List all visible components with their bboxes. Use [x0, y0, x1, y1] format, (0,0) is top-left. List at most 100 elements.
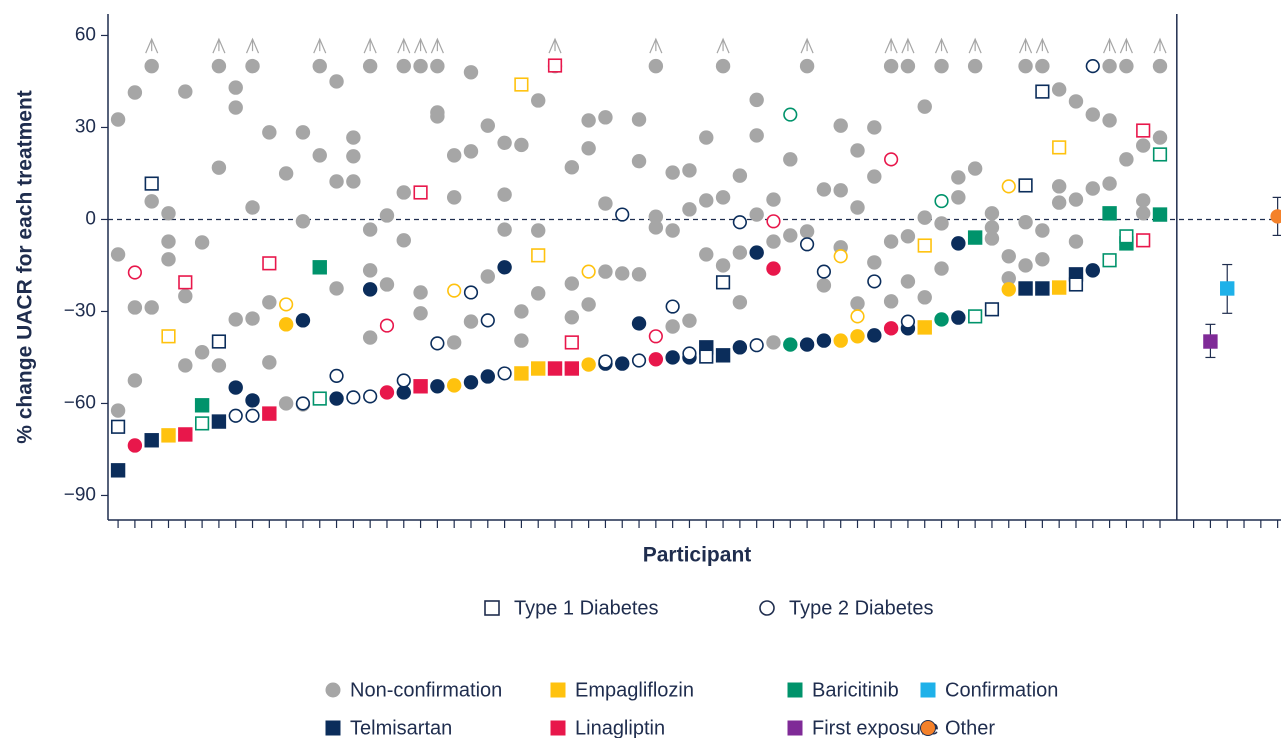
y-axis-label: % change UACR for each treatment [14, 90, 37, 444]
data-point [715, 348, 731, 363]
data-point [665, 319, 680, 334]
data-point [312, 58, 327, 74]
data-point [211, 58, 227, 74]
data-point [732, 340, 748, 355]
data-point [1051, 82, 1067, 97]
data-point [379, 318, 395, 333]
data-point [648, 58, 664, 74]
data-point [581, 113, 596, 128]
data-point [228, 312, 243, 327]
data-point [211, 334, 227, 349]
data-point [211, 160, 227, 175]
legend-label: Other [945, 717, 995, 738]
data-point [531, 286, 546, 301]
data-point [850, 309, 865, 324]
data-point [228, 380, 243, 395]
data-point [514, 77, 529, 92]
data-point [1051, 280, 1067, 295]
legend-marker [325, 720, 341, 736]
data-point [480, 118, 495, 133]
data-point [799, 337, 815, 352]
data-point [110, 403, 126, 418]
data-point [127, 373, 143, 388]
data-point [917, 290, 932, 305]
data-point [346, 130, 361, 145]
data-point [178, 427, 193, 442]
data-point [446, 148, 462, 163]
data-point [497, 260, 512, 275]
data-point [884, 152, 899, 167]
data-point [951, 170, 966, 185]
data-point [715, 190, 731, 205]
data-point [1052, 140, 1067, 155]
data-point [497, 222, 512, 237]
data-point [833, 249, 848, 264]
data-point [446, 190, 462, 205]
data-point [413, 58, 428, 74]
data-point [951, 310, 966, 325]
y-tick-label: −90 [64, 484, 96, 505]
data-point [984, 206, 1000, 221]
data-point [799, 58, 815, 74]
data-point [598, 354, 613, 369]
data-point [430, 379, 445, 394]
legend-label: Empagliflozin [575, 679, 694, 701]
legend-label: Linagliptin [575, 717, 665, 738]
data-point [463, 144, 479, 159]
data-point [1018, 58, 1033, 74]
data-point [194, 345, 210, 360]
data-point [396, 373, 411, 388]
data-point [917, 238, 932, 253]
data-point [1135, 206, 1151, 221]
data-point [665, 350, 680, 365]
data-point [195, 416, 210, 431]
data-point [833, 118, 848, 133]
data-point [161, 234, 176, 249]
data-point [463, 65, 479, 80]
data-point [329, 368, 344, 383]
data-point [1018, 215, 1033, 230]
data-point [127, 265, 142, 280]
data-point [665, 299, 680, 314]
data-point [934, 193, 949, 209]
data-point [497, 135, 512, 150]
data-point [917, 99, 932, 114]
data-point [547, 58, 563, 73]
data-point [1085, 181, 1100, 196]
data-point [446, 378, 462, 393]
data-point [245, 200, 260, 215]
data-point [312, 148, 327, 163]
data-point [581, 264, 596, 279]
data-point [867, 120, 882, 135]
data-point [850, 200, 865, 215]
data-point [682, 313, 697, 328]
data-point [312, 260, 327, 275]
data-point [631, 353, 647, 368]
data-point [413, 306, 428, 321]
data-point [951, 236, 966, 251]
data-point [480, 369, 495, 384]
data-point [245, 311, 260, 326]
data-point [1018, 258, 1033, 273]
data-point [581, 357, 596, 372]
y-tick-label: 0 [85, 208, 96, 229]
data-point [564, 160, 580, 175]
data-point [178, 275, 193, 290]
legend-shape-marker [484, 600, 500, 616]
data-point [984, 220, 1000, 235]
data-point [497, 187, 512, 202]
legend-marker [920, 720, 936, 736]
data-point [295, 396, 311, 411]
data-point [732, 168, 748, 183]
data-point [1035, 281, 1050, 296]
data-point [1085, 107, 1100, 122]
data-point [127, 300, 143, 315]
data-point [1051, 195, 1067, 210]
data-point [564, 310, 580, 325]
data-point [615, 266, 630, 281]
data-point [900, 274, 916, 289]
data-point [413, 185, 428, 200]
data-point [833, 333, 848, 348]
